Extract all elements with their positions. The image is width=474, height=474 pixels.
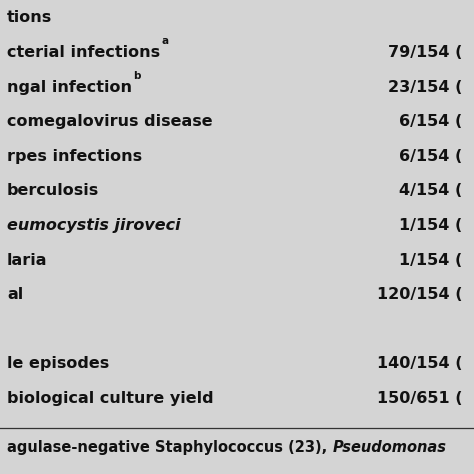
Text: rpes infections: rpes infections bbox=[7, 149, 142, 164]
Text: comegalovirus disease: comegalovirus disease bbox=[7, 114, 213, 129]
Text: 6/154 (: 6/154 ( bbox=[399, 149, 462, 164]
Text: 23/154 (: 23/154 ( bbox=[388, 80, 462, 95]
Text: a: a bbox=[161, 36, 168, 46]
Text: 4/154 (: 4/154 ( bbox=[399, 183, 462, 199]
Text: al: al bbox=[7, 287, 23, 302]
Text: 150/651 (: 150/651 ( bbox=[377, 391, 462, 406]
Text: cterial infections: cterial infections bbox=[7, 45, 160, 60]
Text: agulase-negative Staphylococcus (23),: agulase-negative Staphylococcus (23), bbox=[7, 440, 332, 455]
Text: b: b bbox=[133, 71, 141, 81]
Text: eumocystis jiroveci: eumocystis jiroveci bbox=[7, 218, 181, 233]
Text: 120/154 (: 120/154 ( bbox=[377, 287, 462, 302]
Text: ngal infection: ngal infection bbox=[7, 80, 132, 95]
Text: laria: laria bbox=[7, 253, 47, 268]
Text: 1/154 (: 1/154 ( bbox=[399, 253, 462, 268]
Text: 6/154 (: 6/154 ( bbox=[399, 114, 462, 129]
Text: 79/154 (: 79/154 ( bbox=[388, 45, 462, 60]
Text: tions: tions bbox=[7, 10, 52, 26]
Text: biological culture yield: biological culture yield bbox=[7, 391, 214, 406]
Text: le episodes: le episodes bbox=[7, 356, 109, 372]
Text: 140/154 (: 140/154 ( bbox=[377, 356, 462, 372]
Text: 1/154 (: 1/154 ( bbox=[399, 218, 462, 233]
Text: Pseudomonas: Pseudomonas bbox=[332, 440, 447, 455]
Text: berculosis: berculosis bbox=[7, 183, 100, 199]
